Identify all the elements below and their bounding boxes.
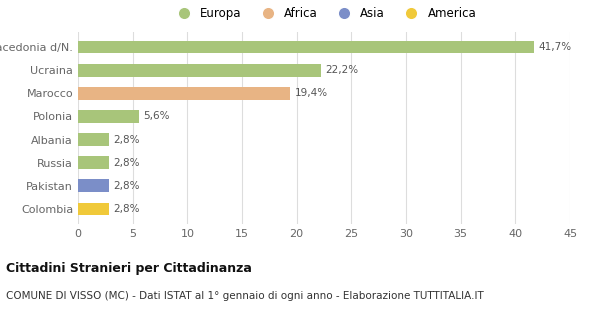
Text: 2,8%: 2,8%	[113, 134, 139, 145]
Text: 2,8%: 2,8%	[113, 204, 139, 214]
Bar	[78, 156, 109, 169]
Bar	[78, 41, 534, 53]
Text: 5,6%: 5,6%	[143, 111, 170, 122]
Text: 41,7%: 41,7%	[538, 42, 571, 52]
Text: 19,4%: 19,4%	[295, 88, 328, 98]
Bar	[78, 133, 109, 146]
Text: 2,8%: 2,8%	[113, 181, 139, 191]
Text: 2,8%: 2,8%	[113, 158, 139, 168]
Bar	[78, 64, 321, 76]
Text: COMUNE DI VISSO (MC) - Dati ISTAT al 1° gennaio di ogni anno - Elaborazione TUTT: COMUNE DI VISSO (MC) - Dati ISTAT al 1° …	[6, 291, 484, 301]
Text: 22,2%: 22,2%	[325, 65, 358, 75]
Bar	[78, 110, 139, 123]
Bar	[78, 203, 109, 215]
Bar	[78, 180, 109, 192]
Text: Cittadini Stranieri per Cittadinanza: Cittadini Stranieri per Cittadinanza	[6, 262, 252, 276]
Bar	[78, 87, 290, 100]
Legend: Europa, Africa, Asia, America: Europa, Africa, Asia, America	[169, 4, 479, 22]
